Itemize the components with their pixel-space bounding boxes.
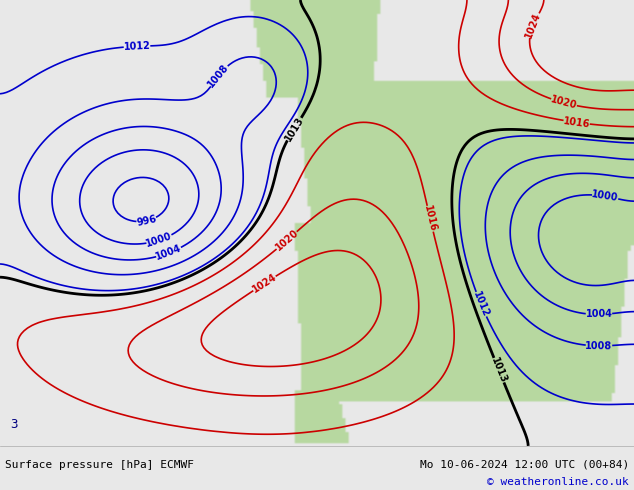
- Text: Surface pressure [hPa] ECMWF: Surface pressure [hPa] ECMWF: [5, 460, 194, 470]
- Text: 1016: 1016: [422, 204, 438, 233]
- Text: 1016: 1016: [562, 116, 591, 129]
- Text: 1008: 1008: [206, 62, 231, 89]
- Text: 1024: 1024: [250, 272, 278, 295]
- Text: © weatheronline.co.uk: © weatheronline.co.uk: [488, 477, 629, 487]
- Text: 1000: 1000: [591, 189, 619, 203]
- Text: 1013: 1013: [489, 356, 508, 385]
- Text: 1004: 1004: [155, 244, 183, 262]
- Text: 1000: 1000: [145, 231, 174, 249]
- Text: 1012: 1012: [471, 290, 491, 318]
- Text: 1008: 1008: [585, 341, 612, 351]
- Text: 1004: 1004: [585, 309, 612, 319]
- Text: 3: 3: [10, 417, 18, 431]
- Text: Mo 10-06-2024 12:00 UTC (00+84): Mo 10-06-2024 12:00 UTC (00+84): [420, 460, 629, 470]
- Text: 1020: 1020: [550, 95, 578, 111]
- Text: 1020: 1020: [273, 228, 301, 253]
- Text: 1012: 1012: [123, 41, 151, 52]
- Text: 1013: 1013: [283, 115, 306, 143]
- Text: 1024: 1024: [524, 11, 543, 40]
- Text: 996: 996: [136, 214, 157, 228]
